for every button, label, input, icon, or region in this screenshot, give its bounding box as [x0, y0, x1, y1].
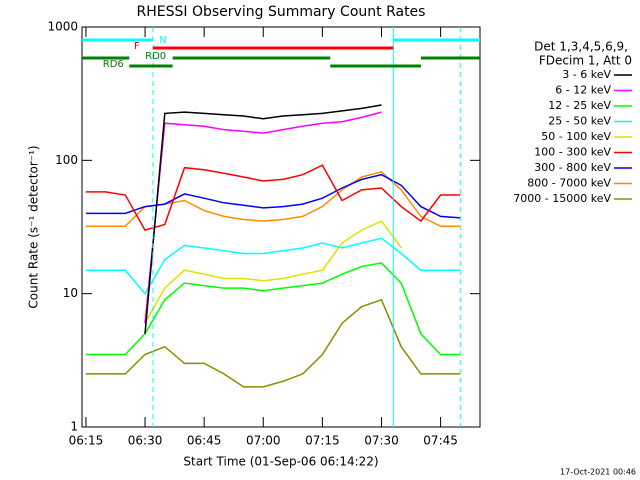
x-axis-label: Start Time (01-Sep-06 06:14:22) [183, 455, 378, 469]
flag-label: F [134, 41, 140, 52]
y-tick-label: 1 [70, 420, 78, 434]
x-tick-label: 07:30 [364, 434, 399, 448]
y-tick-label: 1000 [47, 20, 78, 34]
legend-header: FDecim 1, Att 0 [539, 54, 632, 68]
x-tick-label: 07:00 [246, 434, 281, 448]
legend-header: Det 1,3,4,5,6,9, [534, 40, 628, 54]
legend-label: 7000 - 15000 keV [513, 192, 611, 205]
legend-label: 12 - 25 keV [548, 99, 611, 112]
series-line [144, 111, 382, 324]
x-tick-label: 06:45 [187, 434, 222, 448]
y-tick-label: 10 [63, 286, 78, 300]
y-tick-label: 100 [55, 153, 78, 167]
flag-label: N [159, 35, 166, 46]
x-tick-label: 07:15 [305, 434, 340, 448]
series-line [144, 104, 382, 334]
flag-label: RD6 [103, 59, 124, 70]
series-line [85, 164, 461, 231]
y-axis-label: Count Rate (s⁻¹ detector⁻¹) [27, 145, 41, 308]
plot-frame [81, 26, 481, 428]
legend-label: 100 - 300 keV [534, 146, 611, 159]
legend-label: 800 - 7000 keV [527, 177, 611, 190]
legend-label: 6 - 12 keV [555, 84, 611, 97]
x-tick-label: 06:30 [128, 434, 163, 448]
footer: 17-Oct-2021 00:46 [560, 468, 636, 477]
flag-label: RD0 [145, 51, 166, 62]
x-tick-label: 07:45 [423, 434, 458, 448]
x-tick-label: 06:15 [69, 434, 104, 448]
legend-label: 50 - 100 keV [541, 130, 611, 143]
legend-label: 25 - 50 keV [548, 115, 611, 128]
series-line [85, 262, 461, 356]
legend-label: 3 - 6 keV [562, 68, 611, 81]
series-line [85, 173, 461, 219]
chart-title: RHESSI Observing Summary Count Rates [137, 4, 426, 20]
legend-label: 300 - 800 keV [534, 161, 611, 174]
series-line [144, 220, 402, 324]
series-line [85, 298, 461, 388]
series-line [85, 237, 461, 296]
